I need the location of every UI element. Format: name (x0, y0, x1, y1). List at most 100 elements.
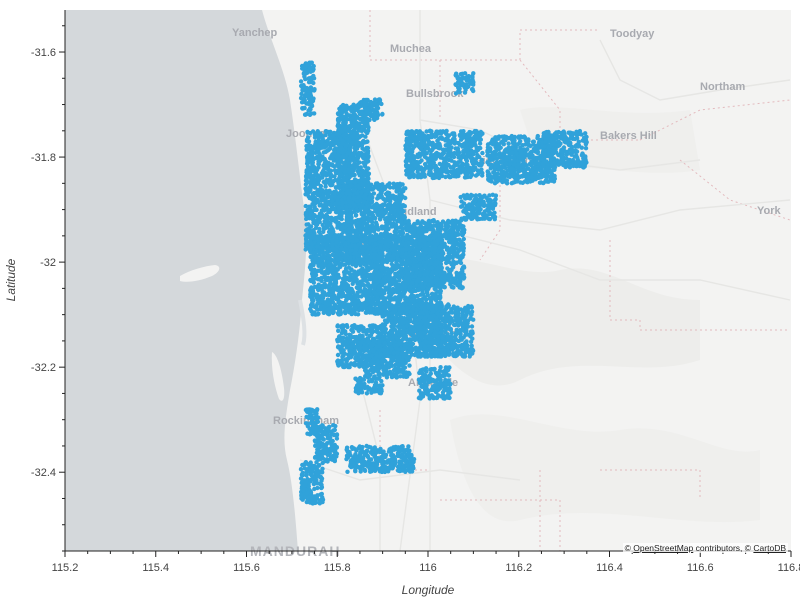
data-point (323, 285, 328, 290)
data-point (370, 186, 376, 192)
data-point (403, 295, 408, 300)
data-point (387, 251, 392, 256)
data-point (335, 215, 340, 220)
data-point (315, 129, 320, 134)
data-point (323, 149, 328, 155)
data-point (353, 116, 358, 122)
data-point (308, 184, 313, 189)
data-point (449, 236, 455, 241)
data-point (433, 291, 438, 297)
data-point (359, 302, 364, 308)
data-point (308, 290, 313, 295)
data-point (313, 207, 318, 212)
data-point (320, 175, 325, 180)
data-point (351, 202, 357, 207)
data-point (412, 274, 418, 279)
data-point (414, 279, 419, 284)
data-point (310, 174, 315, 180)
data-point (310, 191, 316, 196)
data-point (357, 160, 362, 165)
data-point (310, 98, 316, 104)
data-point (344, 173, 349, 179)
data-point (398, 211, 403, 216)
data-point (313, 142, 318, 147)
data-point (403, 260, 409, 265)
data-point (306, 101, 311, 107)
data-point (342, 254, 347, 259)
data-point (340, 150, 345, 155)
data-point (348, 272, 353, 278)
data-point (380, 279, 385, 284)
data-point (385, 255, 390, 260)
data-point (318, 183, 324, 189)
data-point (369, 198, 375, 204)
data-point (344, 205, 349, 210)
data-point (360, 249, 365, 254)
data-point (355, 155, 361, 160)
data-point (311, 217, 316, 223)
data-point (382, 268, 387, 273)
data-point (312, 200, 318, 205)
data-point (391, 207, 396, 212)
data-point (332, 275, 337, 281)
data-point (411, 231, 417, 236)
data-point (361, 252, 367, 258)
data-point (429, 246, 434, 251)
data-point (328, 168, 334, 173)
data-point (301, 99, 307, 105)
data-point (383, 275, 388, 280)
data-point (325, 246, 330, 251)
data-point (422, 272, 427, 277)
data-point (304, 238, 309, 244)
data-point (300, 86, 305, 92)
data-point (329, 135, 334, 140)
data-point (321, 307, 326, 313)
data-point (342, 262, 348, 267)
data-point (417, 245, 422, 250)
data-point (325, 270, 331, 276)
data-point (305, 242, 310, 247)
data-point (352, 131, 358, 136)
data-point (457, 273, 462, 278)
data-point (309, 88, 314, 93)
data-point (339, 180, 345, 185)
data-point (393, 242, 398, 248)
data-point (417, 273, 422, 278)
data-point (405, 271, 411, 276)
data-point (434, 224, 440, 229)
data-point (302, 71, 308, 77)
data-point (342, 165, 348, 170)
data-point (341, 120, 346, 126)
data-point (303, 247, 308, 252)
data-point (338, 310, 344, 315)
data-point (327, 181, 332, 186)
data-point (399, 273, 404, 278)
data-point (356, 294, 361, 299)
data-point (338, 236, 343, 241)
data-point (317, 234, 322, 240)
data-point (406, 221, 412, 226)
data-point (329, 194, 334, 199)
data-point (421, 276, 426, 281)
data-point (403, 284, 408, 289)
data-point (379, 283, 385, 288)
data-point (352, 310, 357, 316)
data-point (327, 215, 332, 221)
data-point (353, 105, 359, 110)
data-point (329, 266, 334, 271)
data-point (316, 135, 321, 140)
data-point (305, 130, 310, 135)
data-point (380, 239, 386, 244)
data-point (306, 139, 312, 144)
data-point (408, 284, 413, 289)
data-point (317, 226, 322, 232)
data-point (356, 150, 361, 156)
data-point (337, 171, 343, 176)
data-point (363, 157, 369, 163)
data-point (356, 269, 361, 274)
data-point (359, 143, 365, 148)
data-point (310, 129, 316, 134)
data-point (331, 218, 337, 223)
data-point (347, 157, 352, 162)
rottnest-island (180, 265, 220, 282)
